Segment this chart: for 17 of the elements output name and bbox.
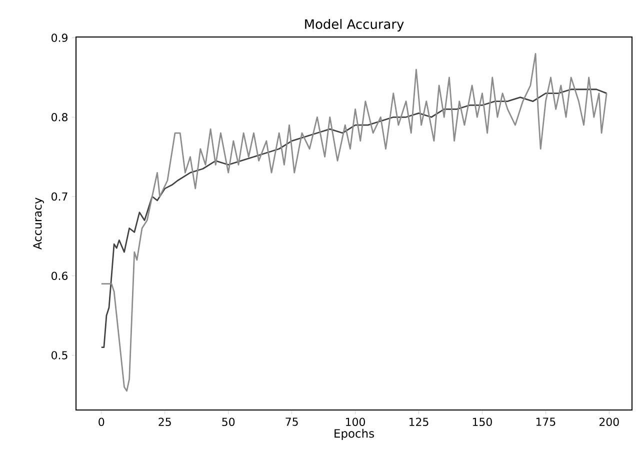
y-tick-label: 0.7	[52, 192, 68, 201]
y-tick-label: 0.6	[52, 272, 68, 280]
x-axis-title: Epochs	[334, 428, 374, 440]
x-tick-label: 175	[536, 418, 556, 426]
y-tick-label: 0.8	[52, 113, 68, 122]
x-tick-label: 0	[98, 418, 104, 426]
x-tick-label: 150	[472, 418, 492, 426]
y-tick-label: 0.5	[52, 351, 68, 360]
x-tick-label: 50	[222, 418, 235, 426]
x-tick-label: 25	[158, 418, 171, 426]
chart-title: Model Accurary	[305, 18, 404, 32]
x-tick-label: 100	[346, 418, 365, 426]
x-tick-label: 200	[599, 418, 619, 426]
x-tick-label: 125	[409, 418, 428, 426]
x-tick-label: 75	[286, 418, 298, 426]
y-tick-label: 0.9	[52, 34, 68, 42]
y-axis-title: Accuracy	[33, 198, 44, 250]
